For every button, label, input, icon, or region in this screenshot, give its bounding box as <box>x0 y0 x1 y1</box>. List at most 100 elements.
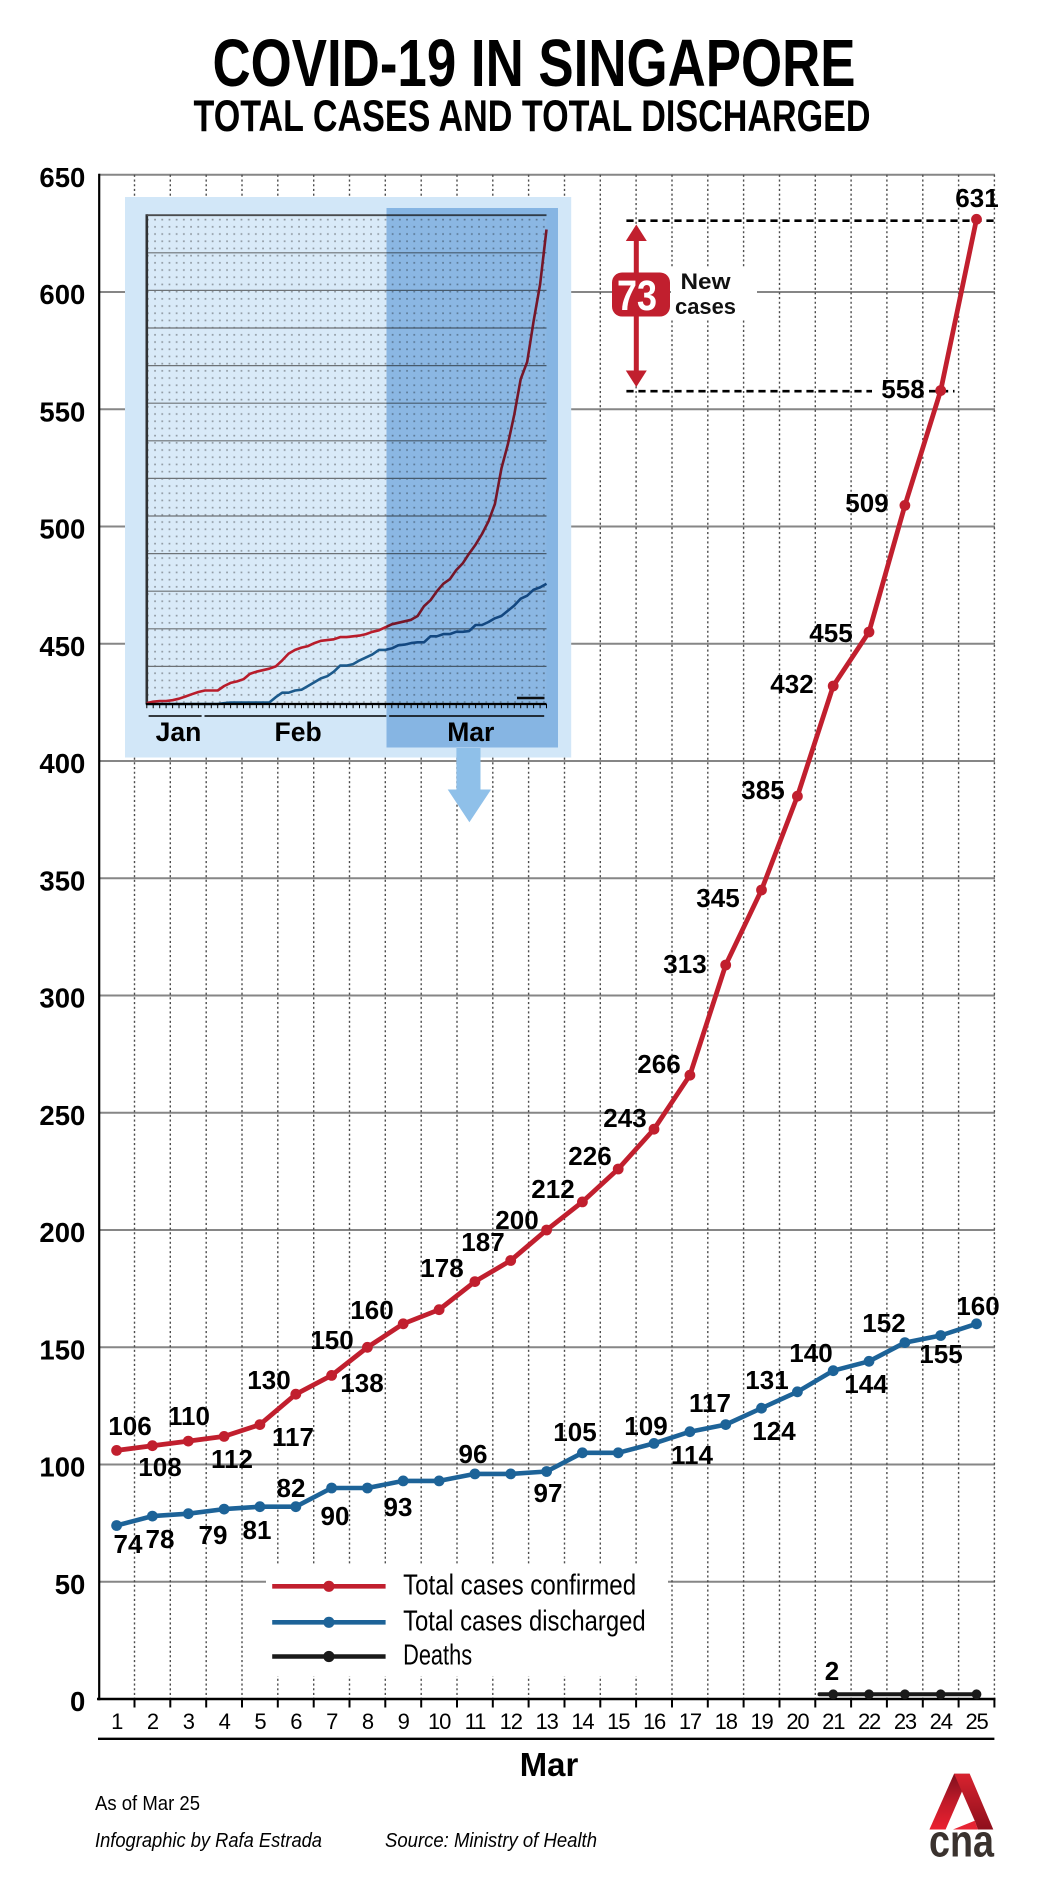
svg-text:Total cases confirmed: Total cases confirmed <box>403 1569 636 1601</box>
svg-text:450: 450 <box>39 631 85 662</box>
svg-text:20: 20 <box>786 1709 809 1734</box>
svg-text:650: 650 <box>39 162 85 193</box>
svg-text:105: 105 <box>553 1417 596 1447</box>
svg-text:500: 500 <box>39 514 85 545</box>
svg-text:144: 144 <box>844 1369 888 1399</box>
svg-text:117: 117 <box>689 1388 731 1418</box>
svg-text:160: 160 <box>956 1291 999 1321</box>
svg-text:109: 109 <box>624 1411 667 1441</box>
svg-text:152: 152 <box>862 1308 905 1338</box>
svg-text:Mar: Mar <box>447 717 494 747</box>
svg-text:23: 23 <box>894 1709 917 1734</box>
svg-text:15: 15 <box>607 1709 630 1734</box>
svg-text:558: 558 <box>881 374 924 404</box>
svg-text:455: 455 <box>809 618 852 648</box>
svg-text:300: 300 <box>39 983 85 1014</box>
svg-text:TOTAL CASES AND TOTAL DISCHARG: TOTAL CASES AND TOTAL DISCHARGED <box>194 92 871 141</box>
svg-text:0: 0 <box>70 1686 85 1717</box>
svg-text:81: 81 <box>243 1515 272 1545</box>
svg-text:100: 100 <box>39 1452 85 1483</box>
svg-text:138: 138 <box>340 1368 383 1398</box>
svg-text:97: 97 <box>534 1478 563 1508</box>
svg-text:New: New <box>681 269 732 294</box>
svg-text:Jan: Jan <box>156 717 202 747</box>
svg-text:345: 345 <box>696 883 739 913</box>
svg-text:243: 243 <box>603 1103 646 1133</box>
svg-text:13: 13 <box>536 1709 559 1734</box>
svg-text:12: 12 <box>500 1709 523 1734</box>
svg-text:14: 14 <box>571 1709 594 1734</box>
svg-text:93: 93 <box>384 1492 413 1522</box>
svg-text:509: 509 <box>845 488 888 518</box>
svg-text:22: 22 <box>858 1709 881 1734</box>
svg-text:250: 250 <box>39 1100 85 1131</box>
svg-text:124: 124 <box>752 1416 796 1446</box>
svg-text:2: 2 <box>825 1656 839 1686</box>
svg-text:8: 8 <box>362 1709 374 1734</box>
svg-text:4: 4 <box>219 1709 231 1734</box>
svg-text:106: 106 <box>108 1411 151 1441</box>
svg-text:313: 313 <box>663 949 706 979</box>
svg-text:155: 155 <box>919 1339 962 1369</box>
svg-text:18: 18 <box>715 1709 738 1734</box>
svg-text:432: 432 <box>770 669 813 699</box>
svg-text:Infographic by Rafa Estrada: Infographic by Rafa Estrada <box>95 1829 322 1852</box>
svg-text:2: 2 <box>147 1709 159 1734</box>
svg-text:10: 10 <box>428 1709 451 1734</box>
svg-text:82: 82 <box>277 1473 306 1503</box>
svg-text:Mar: Mar <box>520 1747 579 1784</box>
svg-text:25: 25 <box>965 1709 988 1734</box>
svg-text:78: 78 <box>146 1524 175 1554</box>
svg-text:150: 150 <box>39 1334 85 1365</box>
svg-text:400: 400 <box>39 748 85 779</box>
svg-text:114: 114 <box>671 1440 713 1470</box>
svg-text:131: 131 <box>745 1365 788 1395</box>
svg-text:3: 3 <box>183 1709 195 1734</box>
svg-text:21: 21 <box>822 1709 845 1734</box>
svg-text:130: 130 <box>247 1365 290 1395</box>
svg-text:Total cases discharged: Total cases discharged <box>403 1605 645 1637</box>
svg-text:Deaths: Deaths <box>403 1640 472 1672</box>
svg-text:17: 17 <box>679 1709 702 1734</box>
svg-text:5: 5 <box>254 1709 266 1734</box>
svg-text:COVID-19 IN SINGAPORE: COVID-19 IN SINGAPORE <box>213 27 856 101</box>
svg-text:160: 160 <box>350 1295 393 1325</box>
svg-text:1: 1 <box>111 1709 123 1734</box>
svg-text:11: 11 <box>465 1709 486 1734</box>
svg-text:As of Mar 25: As of Mar 25 <box>95 1792 200 1815</box>
svg-text:212: 212 <box>531 1174 574 1204</box>
svg-text:9: 9 <box>398 1709 410 1734</box>
svg-text:226: 226 <box>568 1141 611 1171</box>
svg-text:178: 178 <box>420 1253 463 1283</box>
svg-text:600: 600 <box>39 279 85 310</box>
svg-text:140: 140 <box>789 1338 832 1368</box>
svg-text:200: 200 <box>39 1217 85 1248</box>
svg-text:16: 16 <box>643 1709 666 1734</box>
svg-text:74: 74 <box>114 1529 143 1559</box>
svg-text:350: 350 <box>39 865 85 896</box>
svg-text:96: 96 <box>459 1439 488 1469</box>
svg-text:631: 631 <box>955 183 998 213</box>
svg-text:6: 6 <box>290 1709 302 1734</box>
svg-text:200: 200 <box>495 1205 538 1235</box>
svg-text:150: 150 <box>310 1325 353 1355</box>
svg-text:cases: cases <box>675 294 736 319</box>
svg-text:385: 385 <box>741 775 784 805</box>
svg-text:117: 117 <box>272 1422 314 1452</box>
svg-text:112: 112 <box>211 1444 253 1474</box>
svg-text:266: 266 <box>637 1049 680 1079</box>
svg-text:24: 24 <box>930 1709 953 1734</box>
svg-text:79: 79 <box>199 1520 228 1550</box>
svg-text:50: 50 <box>55 1569 86 1600</box>
svg-text:cna: cna <box>929 1816 995 1867</box>
svg-text:187: 187 <box>461 1227 504 1257</box>
svg-text:73: 73 <box>617 272 657 320</box>
svg-text:Feb: Feb <box>275 717 322 747</box>
svg-text:550: 550 <box>39 396 85 427</box>
svg-text:90: 90 <box>321 1501 350 1531</box>
svg-text:19: 19 <box>750 1709 773 1734</box>
svg-text:108: 108 <box>138 1452 181 1482</box>
svg-text:7: 7 <box>326 1709 338 1734</box>
svg-text:Source: Ministry of Health: Source: Ministry of Health <box>385 1829 597 1852</box>
svg-text:110: 110 <box>168 1401 210 1431</box>
